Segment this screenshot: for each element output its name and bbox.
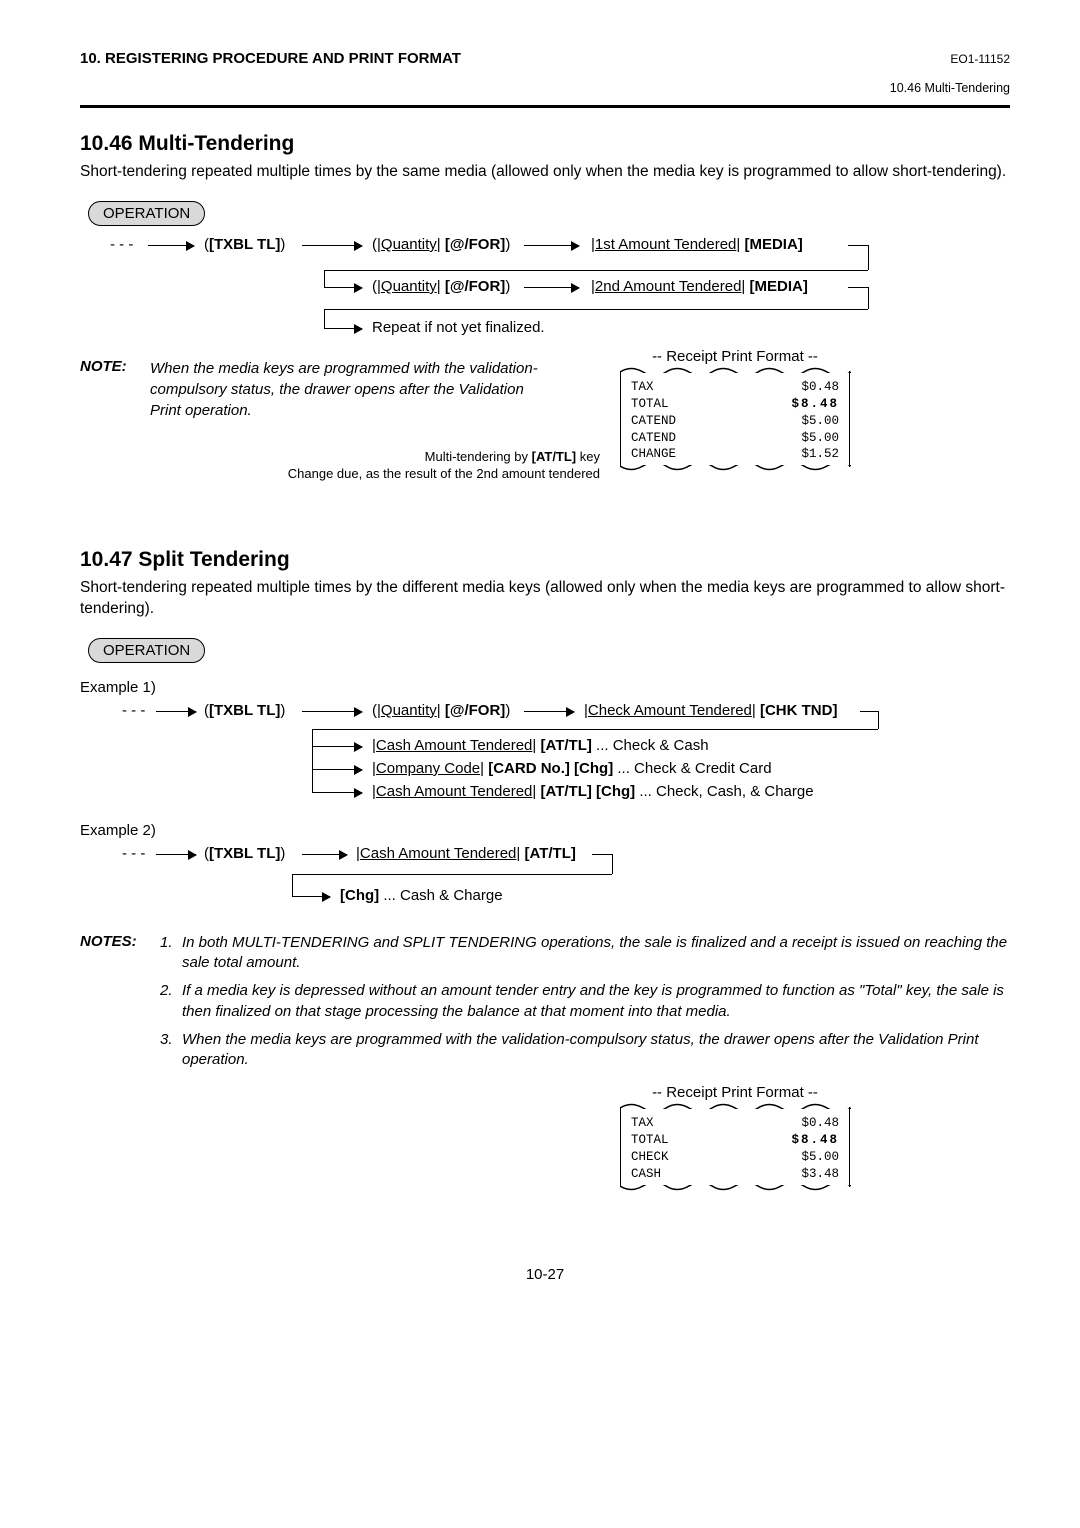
header-right: EO1-11152 [950,52,1010,66]
node-cash: |Cash Amount Tendered| [AT/TL] [356,845,576,862]
line [592,854,612,855]
arrow [312,792,362,793]
notes-block: NOTES: 1.In both MULTI-TENDERING and SPL… [80,933,1010,1079]
line [868,287,869,309]
node-txbl: ([TXBL TL]) [204,236,285,253]
node-chg: [Chg] ... Cash & Charge [340,887,503,904]
arrow [524,245,579,246]
node-amt1: |1st Amount Tendered| [MEDIA] [591,236,803,253]
note-label: NOTE: [80,358,150,421]
line [324,270,325,287]
section-title-1046: 10.46 Multi-Tendering [80,132,1010,156]
line [312,729,878,730]
arrow [148,245,194,246]
node-qty1: (|Quantity| [@/FOR]) [372,236,510,253]
note-row-1: NOTE: When the media keys are programmed… [80,358,540,421]
arrow [312,746,362,747]
arrow [302,854,347,855]
node-chk: |Check Amount Tendered| [CHK TND] [584,702,837,719]
line [860,711,878,712]
notes-label: NOTES: [80,933,160,1079]
notes-item: 1.In both MULTI-TENDERING and SPLIT TEND… [160,933,1010,974]
line [292,874,612,875]
note-text: When the media keys are programmed with … [150,358,540,421]
receipt-title-1: -- Receipt Print Format -- [620,348,850,365]
node-txbl: ([TXBL TL]) [204,845,285,862]
flow-diagram-1046: - - - ([TXBL TL]) (|Quantity| [@/FOR]) |… [92,228,1010,348]
branch-cash: |Cash Amount Tendered| [AT/TL] ... Check… [372,737,709,754]
line [848,245,868,246]
node-qty: (|Quantity| [@/FOR]) [372,702,510,719]
header-rule [80,105,1010,108]
arrow [324,328,362,329]
receipt-row: CHECK$5.00 [631,1149,839,1166]
receipt-row: CASH$3.48 [631,1166,839,1183]
receipt-1: TAX$0.48TOTAL$8.48CATEND$5.00CATEND$5.00… [620,371,850,467]
line [612,854,613,874]
line [292,874,293,896]
receipt-2: TAX$0.48TOTAL$8.48CHECK$5.00CASH$3.48 [620,1107,850,1187]
line [312,729,313,792]
arrow [524,287,579,288]
arrow [324,287,362,288]
arrow [524,711,574,712]
section-body-1046: Short-tendering repeated multiple times … [80,162,1010,183]
node-repeat: Repeat if not yet finalized. [372,319,545,336]
line [848,287,868,288]
operation-badge-2: OPERATION [88,638,205,663]
arrow [156,711,196,712]
notes-list: 1.In both MULTI-TENDERING and SPLIT TEND… [160,933,1010,1079]
receipt-row: TOTAL$8.48 [631,396,839,413]
node-amt2: |2nd Amount Tendered| [MEDIA] [591,278,808,295]
receipt-block-1: -- Receipt Print Format -- TAX$0.48TOTAL… [620,348,850,467]
section-title-1047: 10.47 Split Tendering [80,548,1010,572]
line [878,711,879,729]
receipt-row: TAX$0.48 [631,1115,839,1132]
flow-diagram-ex1: - - - ([TXBL TL]) (|Quantity| [@/FOR]) |… [92,696,1010,816]
page-header: 10. REGISTERING PROCEDURE AND PRINT FORM… [80,50,1010,67]
arrow [302,711,362,712]
branch-cashchg: |Cash Amount Tendered| [AT/TL] [Chg] ...… [372,783,814,800]
operation-badge-1: OPERATION [88,201,205,226]
receipt-row: CATEND$5.00 [631,430,839,447]
receipt-row: TOTAL$8.48 [631,1132,839,1149]
example-1-label: Example 1) [80,679,1010,696]
page-number: 10-27 [80,1266,1010,1283]
line [868,245,869,270]
line [324,309,325,328]
line [324,309,868,310]
side-caption-1: Multi-tendering by [AT/TL] key Change du… [280,448,600,483]
flow-dots: - - - [122,702,145,719]
notes-item: 2.If a media key is depressed without an… [160,981,1010,1022]
node-txbl: ([TXBL TL]) [204,702,285,719]
receipt-block-2-wrap: -- Receipt Print Format -- TAX$0.48TOTAL… [80,1084,1010,1254]
note-receipt-block-1: NOTE: When the media keys are programmed… [80,348,1010,508]
section-body-1047: Short-tendering repeated multiple times … [80,578,1010,620]
arrow [312,769,362,770]
arrow [302,245,362,246]
arrow [156,854,196,855]
notes-item: 3.When the media keys are programmed wit… [160,1030,1010,1071]
header-left: 10. REGISTERING PROCEDURE AND PRINT FORM… [80,50,461,67]
receipt-row: TAX$0.48 [631,379,839,396]
receipt-title-2: -- Receipt Print Format -- [620,1084,850,1101]
arrow [292,896,330,897]
receipt-row: CHANGE$1.52 [631,446,839,463]
flow-diagram-ex2: - - - ([TXBL TL]) |Cash Amount Tendered|… [92,839,1010,921]
branch-card: |Company Code| [CARD No.] [Chg] ... Chec… [372,760,772,777]
node-qty2: (|Quantity| [@/FOR]) [372,278,510,295]
receipt-block-2: -- Receipt Print Format -- TAX$0.48TOTAL… [620,1084,850,1187]
header-sub: 10.46 Multi-Tendering [80,81,1010,95]
receipt-row: CATEND$5.00 [631,413,839,430]
flow-dots: - - - [110,236,133,253]
line [324,270,868,271]
example-2-label: Example 2) [80,822,1010,839]
flow-dots: - - - [122,845,145,862]
